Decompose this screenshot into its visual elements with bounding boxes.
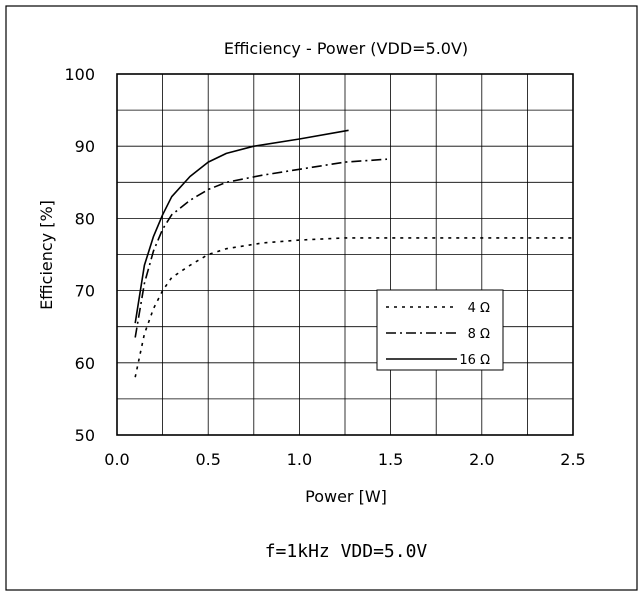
y-tick-label: 60 [75,354,95,373]
x-tick-label: 0.0 [104,450,129,469]
y-tick-label: 90 [75,137,95,156]
legend-label: 8 Ω [468,327,490,342]
x-axis-title: Power [W] [305,487,387,506]
x-tick-label: 2.0 [469,450,494,469]
x-tick-label: 0.5 [195,450,220,469]
test-condition-note: f=1kHz VDD=5.0V [265,541,428,562]
y-tick-label: 100 [64,65,95,84]
legend-box [376,289,504,371]
chart-title: Efficiency - Power (VDD=5.0V) [224,39,468,58]
plot-area-border [116,73,574,436]
legend: 4 Ω 8 Ω 16 Ω [376,289,504,371]
series-line [134,237,573,378]
y-tick-label: 50 [75,426,95,445]
legend-label: 4 Ω [468,301,490,316]
x-tick-label: 1.0 [287,450,312,469]
x-tick-label: 2.5 [560,450,585,469]
grid [116,73,574,436]
y-axis-title: Efficiency [%] [37,200,56,310]
legend-label: 16 Ω [459,353,490,368]
y-tick-label: 80 [75,209,95,228]
x-tick-label: 1.5 [378,450,403,469]
series-line [134,129,349,324]
series-group [134,129,573,378]
figure-border [5,5,638,591]
series-line [134,158,388,338]
y-tick-label: 70 [75,282,95,301]
tick-labels: 0.0 0.5 1.0 1.5 2.0 2.5 50 60 70 80 90 100 [64,65,585,469]
